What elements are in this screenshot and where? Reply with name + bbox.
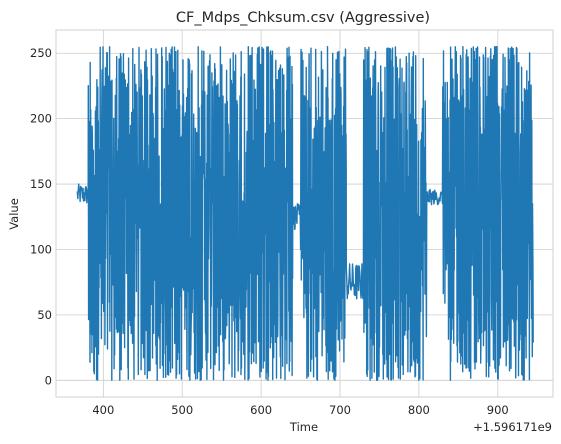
x-tick-label: 800: [408, 403, 430, 417]
y-axis-ticks: 0 50 100 150 200 250: [30, 46, 52, 387]
y-tick-label: 100: [30, 242, 52, 256]
y-tick-label: 50: [37, 308, 52, 322]
x-axis-label: Time: [289, 420, 318, 434]
y-tick-label: 150: [30, 177, 52, 191]
x-tick-label: 600: [250, 403, 272, 417]
y-tick-label: 250: [30, 46, 52, 60]
y-tick-label: 0: [45, 373, 52, 387]
x-axis-ticks: 400 500 600 700 800 900: [92, 403, 508, 417]
x-tick-label: 700: [329, 403, 351, 417]
x-tick-label: 400: [92, 403, 114, 417]
y-tick-label: 200: [30, 112, 52, 126]
series-layer: [77, 47, 533, 381]
y-axis-label: Value: [7, 198, 21, 230]
x-tick-label: 500: [171, 403, 193, 417]
chart-title: CF_Mdps_Chksum.csv (Aggressive): [176, 10, 430, 26]
x-tick-label: 900: [487, 403, 509, 417]
series-line: [77, 47, 533, 381]
x-axis-offset-label: +1.596171e9: [473, 420, 552, 434]
